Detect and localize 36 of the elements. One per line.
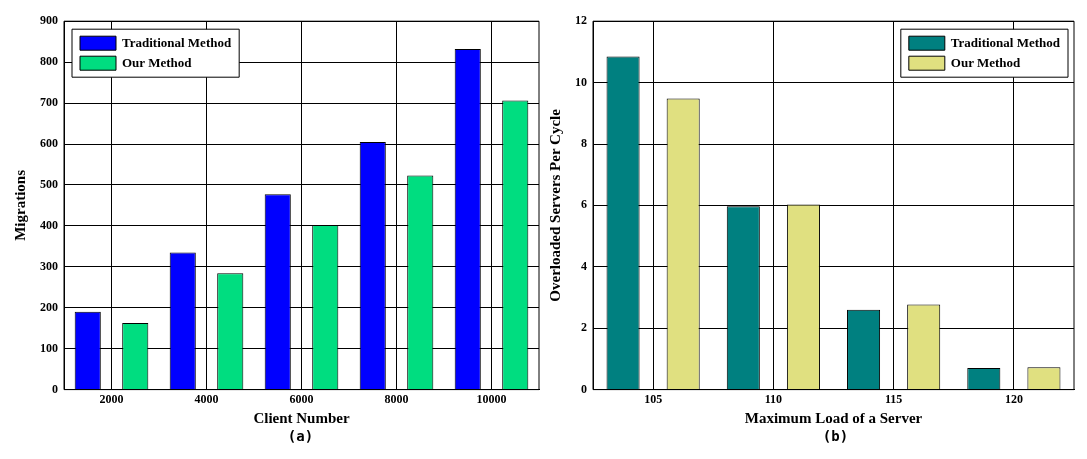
y-tick-label: 6 xyxy=(581,197,587,212)
y-tick-label: 4 xyxy=(581,258,587,273)
x-axis-title: Maximum Load of a Server xyxy=(744,409,923,426)
x-tick-label: 110 xyxy=(764,391,783,406)
legend-label: Our Method xyxy=(950,54,1022,70)
x-axis-title: Client Number xyxy=(253,409,350,426)
y-tick-label: 600 xyxy=(40,136,58,151)
x-tick-label: 8000 xyxy=(384,391,409,406)
legend-label: Our Method xyxy=(122,54,193,70)
y-tick-label: 700 xyxy=(40,95,58,110)
text: (a) xyxy=(286,428,315,444)
y-tick-label: 2 xyxy=(581,320,587,335)
legend-label: Traditional Method xyxy=(122,34,232,50)
y-tick-label: 300 xyxy=(40,258,58,273)
x-tick-label: 4000 xyxy=(194,391,219,406)
y-tick-label: 800 xyxy=(40,54,58,69)
x-tick-label: 2000 xyxy=(99,391,124,406)
y-axis-title: Migrations xyxy=(11,169,28,241)
y-tick-label: 0 xyxy=(581,381,587,396)
y-tick-label: 400 xyxy=(40,217,58,232)
y-tick-label: 500 xyxy=(40,177,58,192)
y-tick-label: 200 xyxy=(40,299,58,314)
x-tick-label: 10000 xyxy=(476,391,507,406)
y-tick-label: 900 xyxy=(40,13,58,28)
x-tick-label: 105 xyxy=(644,391,663,406)
x-tick-label: 115 xyxy=(884,391,903,406)
y-tick-label: 100 xyxy=(40,340,58,355)
y-tick-label: 8 xyxy=(581,136,587,151)
y-axis-title: Overloaded Servers Per Cycle xyxy=(546,108,563,302)
y-tick-label: 12 xyxy=(575,13,587,28)
y-tick-label: 0 xyxy=(52,381,58,396)
y-tick-label: 10 xyxy=(575,74,587,89)
x-tick-label: 120 xyxy=(1004,391,1023,406)
text: (b) xyxy=(821,428,850,444)
legend-label: Traditional Method xyxy=(950,34,1061,50)
x-tick-label: 6000 xyxy=(289,391,314,406)
